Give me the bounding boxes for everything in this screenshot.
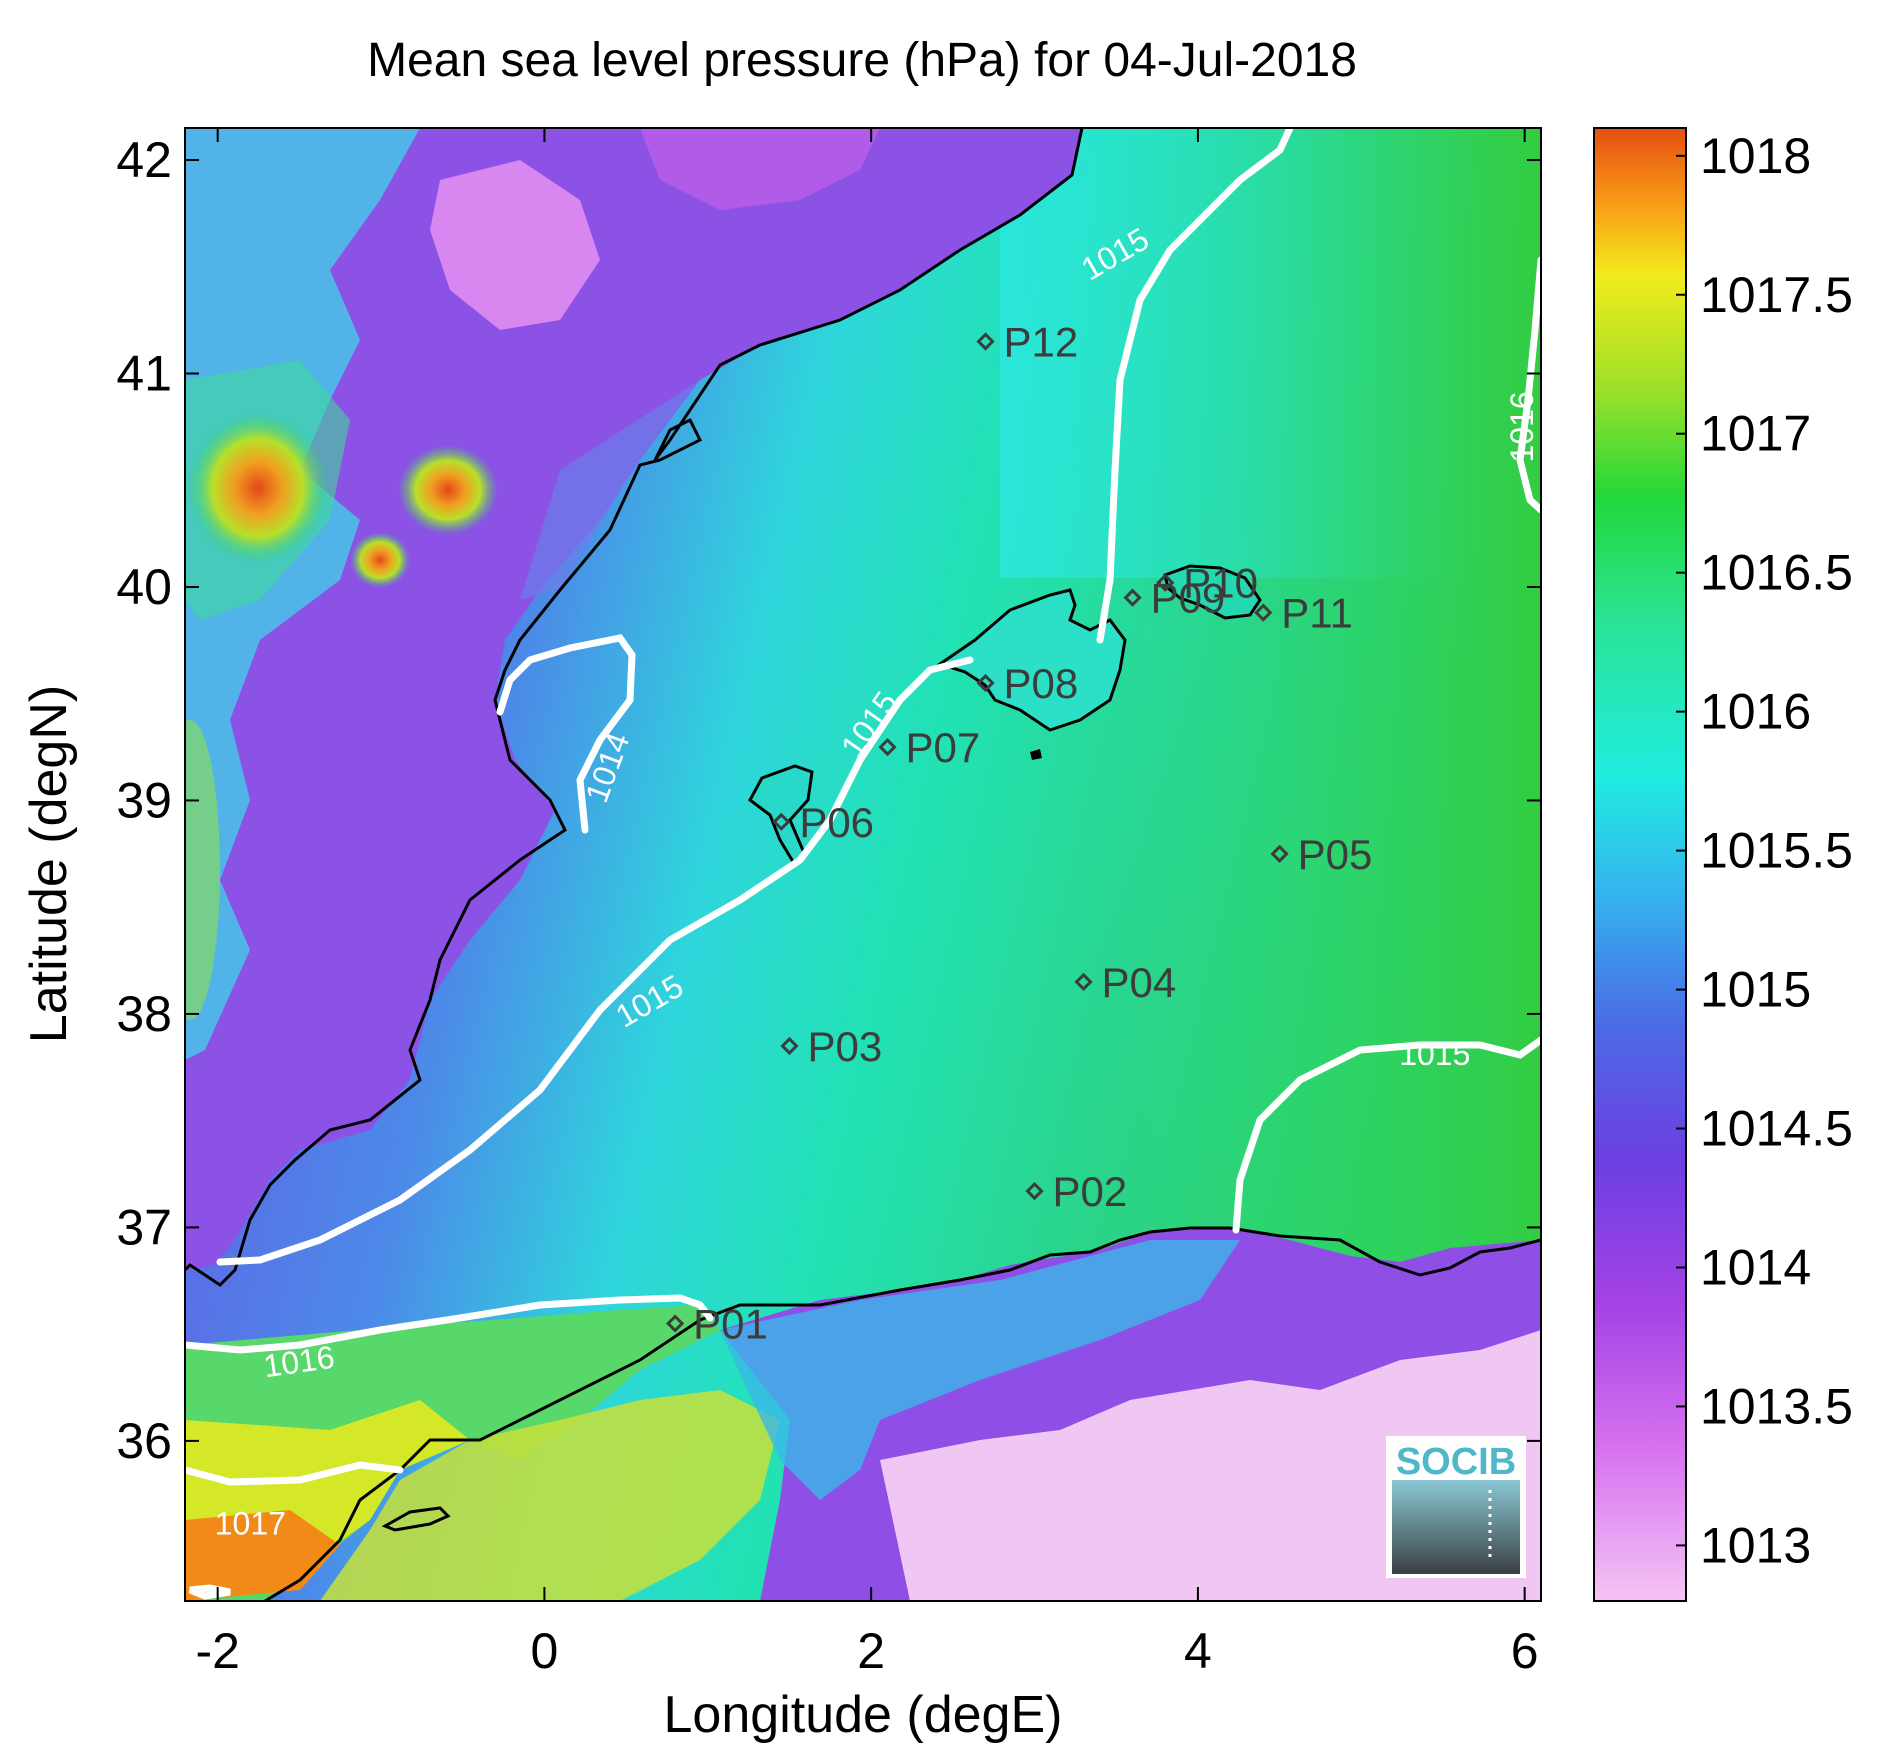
- station-label: P09: [1151, 575, 1226, 622]
- logo-image: [1392, 1480, 1520, 1574]
- y-tick-label: 37: [116, 1199, 172, 1255]
- station-marker: [1025, 1181, 1044, 1201]
- station-marker: [665, 1314, 685, 1333]
- africa-land-east-cyan: [720, 1240, 1240, 1500]
- east-sea-field: [1100, 128, 1541, 1278]
- station-label: P07: [906, 724, 981, 771]
- colorbar-tick-label: 1013: [1700, 1517, 1811, 1573]
- station-marker: [772, 812, 791, 831]
- africa-land-east-pink: [880, 1330, 1541, 1601]
- station-marker: [1074, 972, 1093, 992]
- station-label: P08: [1004, 660, 1079, 707]
- high-spot-2: [398, 445, 498, 535]
- coastal-plain: [520, 380, 700, 600]
- socib-logo: SOCIB: [1386, 1436, 1526, 1578]
- colorbar-tick-label: 1017.5: [1700, 267, 1853, 323]
- station-marker: [1156, 573, 1175, 592]
- colorbar-ramp: [1593, 127, 1687, 1602]
- y-tick-label: 42: [116, 132, 172, 188]
- iberia-coastline: [185, 128, 1084, 1287]
- station-marker: [1270, 844, 1289, 863]
- colorbar: 1013 1013.5 1014 1014.5 1015 1015.5 1016 1016.5…: [1593, 127, 1853, 1602]
- plot-frame: [184, 127, 1542, 1602]
- station-marker: [976, 673, 995, 693]
- iberia-interior-cyan: [185, 128, 420, 1060]
- colorbar-tick-label: 1015.5: [1700, 823, 1853, 879]
- station-label: P12: [1004, 318, 1079, 365]
- high-spot-4: [185, 720, 220, 1020]
- y-tick-label: 41: [116, 346, 172, 402]
- x-axis-ticks: -2 0 2 4 6: [195, 128, 1539, 1679]
- logo-text: SOCIB: [1396, 1441, 1516, 1483]
- africa-coastline: [264, 1226, 1541, 1601]
- colorbar-tick-label: 1016.5: [1700, 545, 1853, 601]
- contour-1016-south: [185, 1294, 714, 1354]
- cabrera: [1030, 749, 1042, 760]
- high-spot-3: [350, 532, 410, 588]
- contour-label: 1017: [215, 1506, 286, 1542]
- contour-1017-spot: [188, 1584, 231, 1600]
- chart-title: Mean sea level pressure (hPa) for 04-Jul…: [367, 34, 1357, 87]
- contour-1015-north: [1096, 128, 1294, 644]
- station-label: P02: [1053, 1168, 1128, 1215]
- station-marker: [1254, 603, 1273, 622]
- colorbar-tick-label: 1016: [1700, 684, 1811, 740]
- x-tick-label: 2: [857, 1623, 885, 1679]
- station-marker: [1123, 588, 1142, 607]
- colorbar-tick-label: 1014.5: [1700, 1101, 1853, 1157]
- y-tick-label: 38: [116, 986, 172, 1042]
- x-tick-label: 4: [1184, 1623, 1212, 1679]
- station-label: P10: [1183, 560, 1258, 607]
- colorbar-tick-label: 1013.5: [1700, 1378, 1853, 1434]
- mallorca: [936, 588, 1127, 732]
- colorbar-tick-label: 1017: [1700, 406, 1811, 462]
- station-label: P06: [799, 799, 874, 846]
- iberia-land: [185, 128, 1082, 1270]
- menorca: [1163, 564, 1262, 620]
- colorbar-tick-label: 1015: [1700, 962, 1811, 1018]
- contour-1014: [496, 634, 636, 834]
- station-marker: [878, 737, 897, 757]
- contour-label: 1016: [1504, 391, 1540, 462]
- contour-label: 1015: [1399, 1036, 1470, 1072]
- contour-1015-east: [1232, 1036, 1541, 1234]
- contour-1015-main: [216, 656, 974, 1266]
- station-label: P11: [1281, 590, 1353, 637]
- x-tick-label: 0: [531, 1623, 559, 1679]
- colorbar-ticks: 1013 1013.5 1014 1014.5 1015 1015.5 1016 1016.5…: [1676, 128, 1853, 1573]
- contour-1017: [185, 1461, 404, 1486]
- y-tick-label: 36: [116, 1413, 172, 1469]
- station-label: P04: [1102, 959, 1177, 1006]
- station-label: P01: [693, 1300, 768, 1347]
- x-axis-label: Longitude (degE): [664, 1686, 1063, 1744]
- station-label: P05: [1298, 831, 1373, 878]
- contour-lines: [185, 128, 1541, 1600]
- catalonia-pink: [430, 160, 600, 330]
- y-tick-label: 40: [116, 559, 172, 615]
- alboran-island: [381, 1506, 451, 1532]
- station-label: P03: [807, 1023, 882, 1070]
- x-tick-label: -2: [195, 1623, 239, 1679]
- africa-land-yellow-strip: [320, 1390, 780, 1601]
- x-tick-label: 6: [1511, 1623, 1539, 1679]
- contour-1016-east: [1516, 256, 1541, 514]
- y-axis-label: Latitude (degN): [20, 685, 78, 1043]
- high-spot-1: [188, 413, 328, 563]
- station-marker: [780, 1036, 799, 1056]
- y-tick-label: 39: [116, 772, 172, 828]
- pyrenees-pink: [640, 128, 880, 210]
- station-marker: [976, 332, 995, 351]
- y-axis-ticks: 36 37 38 39 40 41 42: [116, 132, 1541, 1469]
- colorbar-tick-label: 1018: [1700, 128, 1811, 184]
- colorbar-tick-label: 1014: [1700, 1239, 1811, 1295]
